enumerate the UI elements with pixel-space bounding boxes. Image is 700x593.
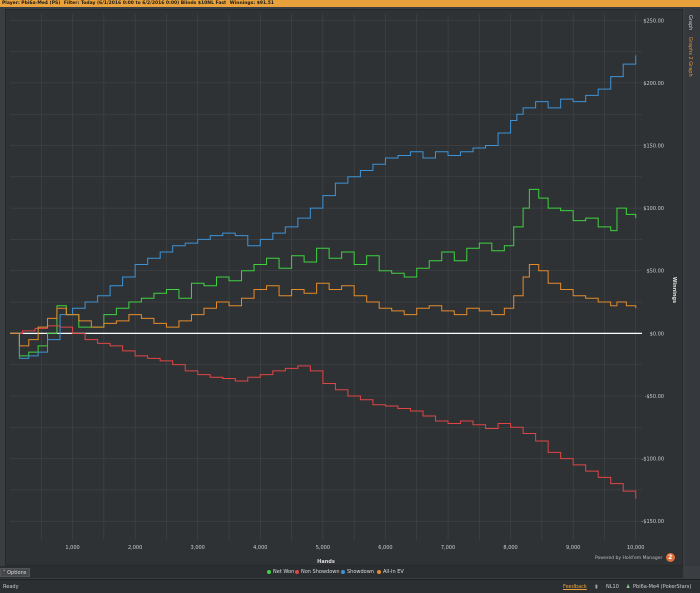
winnings-label: Winnings: $91.51: [229, 1, 275, 6]
legend-item-allin-ev[interactable]: All-In EV: [377, 569, 404, 576]
y-tick-label: -$50.00: [645, 394, 664, 400]
status-ready: Ready: [3, 584, 19, 590]
hm2-logo: Powered by Hold'em Manager 2: [595, 553, 675, 562]
legend-label: All-In EV: [383, 569, 404, 575]
powered-by-label: Powered by: [595, 556, 622, 561]
x-tick-label: 4,000: [253, 545, 267, 551]
x-tick-label: 2,000: [128, 545, 142, 551]
chevron-down-icon: ˅: [3, 570, 8, 576]
y-tick-label: $0.00: [650, 331, 664, 337]
x-tick-label: 1,000: [65, 545, 79, 551]
active-player-label[interactable]: Pbi6a-Me4 (PokerStars): [633, 584, 692, 590]
chart-grid: [10, 14, 642, 540]
y-axis-label: Winnings: [671, 277, 677, 303]
legend-label: Net Won: [273, 569, 295, 575]
y-tick-label: $150.00: [643, 144, 664, 150]
legend-label: Non Showdown: [301, 569, 340, 575]
player-icon: ♟: [626, 584, 631, 590]
x-tick-label: 8,000: [503, 545, 517, 551]
legend-item-showdown[interactable]: Showdown: [341, 569, 374, 576]
y-tick-label: $250.00: [643, 18, 664, 24]
y-tick-label: $50.00: [647, 269, 665, 275]
legend-item-non-showdown[interactable]: Non Showdown: [295, 569, 340, 576]
series-line-showdown: [10, 55, 637, 359]
database-icon: ▮: [595, 584, 598, 590]
legend-dot-icon: [267, 569, 271, 574]
player-label: Player: Pbi6a-Me4 (PS): [2, 1, 61, 6]
x-tick-label: 10,000: [627, 545, 645, 551]
status-bar: Ready Feedback ▮ NL10 ♟ Pbi6a-Me4 (Poker…: [0, 579, 700, 593]
y-tick-label: $100.00: [643, 206, 664, 212]
y-tick-label: -$100.00: [642, 457, 664, 463]
x-tick-label: 6,000: [378, 545, 392, 551]
y-tick-label: -$150.00: [642, 519, 664, 525]
series-line-non-showdown: [10, 325, 637, 499]
x-tick-label: 7,000: [441, 545, 455, 551]
x-axis-label: Hands: [317, 559, 335, 565]
options-label: Options: [7, 570, 27, 576]
winnings-chart: 1,000 2,000 3,000 4,000 5,000 6,000 7,000 8,000…: [10, 14, 677, 565]
y-tick-label: $200.00: [643, 81, 664, 87]
database-label[interactable]: NL10: [606, 584, 619, 590]
hm2-badge-icon: 2: [665, 553, 675, 562]
x-axis-ticks: 1,000 2,000 3,000 4,000 5,000 6,000 7,000 8,000…: [65, 545, 644, 551]
x-tick-label: 5,000: [316, 545, 330, 551]
legend-dot-icon: [377, 569, 381, 574]
chart-panel: 1,000 2,000 3,000 4,000 5,000 6,000 7,000 8,000…: [5, 9, 683, 566]
logo-text: Hold'em Manager: [622, 556, 663, 561]
legend-dot-icon: [341, 569, 345, 574]
tab-graph[interactable]: Graph: [687, 15, 693, 31]
options-button[interactable]: ˅ Options: [0, 568, 30, 577]
x-tick-label: 3,000: [191, 545, 205, 551]
series-line-net-won: [10, 188, 637, 357]
legend-item-net-won[interactable]: Net Won: [267, 569, 294, 576]
tab-graphs-2[interactable]: Graphs 2 Graph: [687, 37, 693, 77]
feedback-link[interactable]: Feedback: [563, 584, 587, 590]
side-tab-strip: Graph Graphs 2 Graph: [685, 9, 700, 566]
legend-dot-icon: [295, 569, 299, 574]
series-lines: [10, 55, 637, 499]
filter-label[interactable]: Filter: Today (6/1/2016 0:00 to 6/2/2016…: [63, 1, 227, 6]
x-tick-label: 9,000: [566, 545, 580, 551]
legend-label: Showdown: [347, 569, 374, 575]
y-axis-ticks: $250.00 $200.00 $150.00 $100.00 $50.00 $0.00 -…: [642, 18, 664, 525]
series-line-all-in-ev: [10, 263, 637, 347]
filter-bar: Player: Pbi6a-Me4 (PS) Filter: Today (6/…: [0, 0, 700, 7]
